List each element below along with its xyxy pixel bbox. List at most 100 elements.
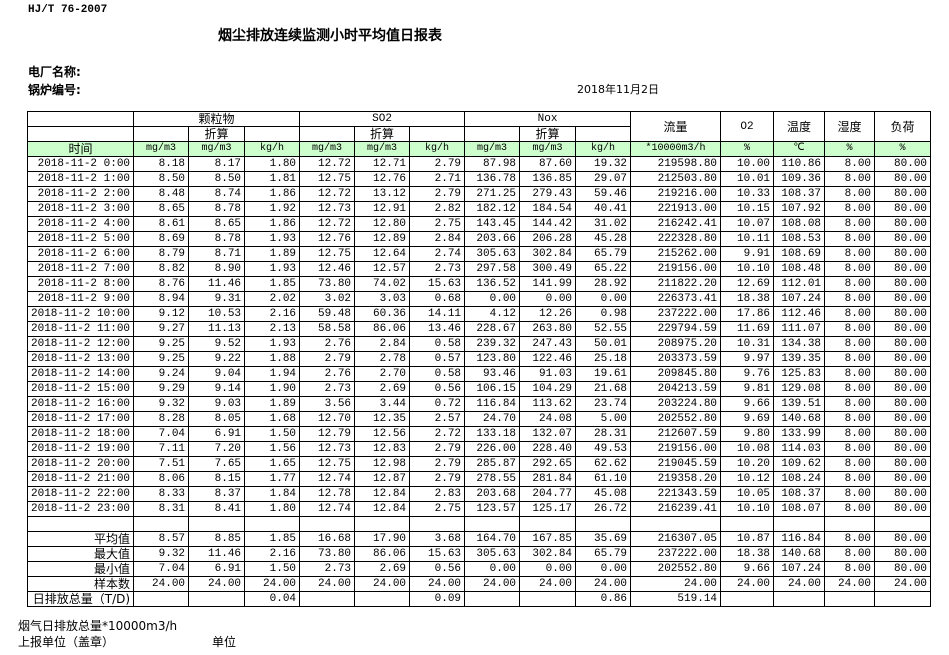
data-cell: 80.00 (874, 471, 932, 487)
unit-label: 单位 (212, 635, 237, 649)
row-label: 2018-11-2 7:00 (26, 261, 135, 277)
data-cell: 7.65 (188, 456, 246, 472)
data-cell: 4.12 (464, 306, 521, 322)
data-cell: 18.38 (720, 546, 775, 562)
data-cell: 108.69 (773, 246, 826, 262)
data-cell: 23.74 (575, 396, 632, 412)
data-cell: 2.79 (409, 156, 466, 172)
row-label: 样本数 (26, 576, 135, 592)
data-cell: 221913.00 (630, 201, 722, 217)
data-cell: 129.08 (773, 381, 826, 397)
data-cell: 8.00 (824, 171, 876, 187)
data-cell: 2.79 (409, 441, 466, 457)
data-cell: 12.78 (299, 486, 356, 502)
data-cell: 8.00 (824, 396, 876, 412)
unit-cell: kg/h (244, 141, 301, 157)
data-cell: 8.00 (824, 471, 876, 487)
group-so2: SO2 (299, 111, 466, 127)
data-cell: 65.79 (575, 246, 632, 262)
data-cell: 219156.00 (630, 441, 722, 457)
data-cell: 15.63 (409, 276, 466, 292)
data-cell: 10.12 (720, 471, 775, 487)
row-label: 2018-11-2 14:00 (26, 366, 135, 382)
table-row: 2018-11-2 13:00 9.25 9.22 1.88 2.79 2.78 0.57 1… (26, 351, 932, 367)
data-cell: 8.06 (133, 471, 190, 487)
data-cell: 0.00 (464, 561, 521, 577)
row-label: 2018-11-2 9:00 (26, 291, 135, 307)
data-cell: 10.10 (720, 261, 775, 277)
row-label: 最大值 (26, 546, 135, 562)
data-cell: 300.49 (519, 261, 577, 277)
standard-code: HJ/T 76-2007 (28, 4, 108, 16)
row-label: 2018-11-2 10:00 (26, 306, 135, 322)
data-cell: 25.18 (575, 351, 632, 367)
data-cell: 80.00 (874, 456, 932, 472)
row-label: 2018-11-2 4:00 (26, 216, 135, 232)
data-cell: 228.40 (519, 441, 577, 457)
data-cell: 140.68 (773, 411, 826, 427)
data-cell: 12.74 (299, 471, 356, 487)
data-cell: 8.85 (188, 531, 246, 547)
data-cell: 8.61 (133, 216, 190, 232)
data-cell: 12.87 (354, 471, 411, 487)
data-cell: 80.00 (874, 231, 932, 247)
table-row: 2018-11-2 15:00 9.29 9.14 1.90 2.73 2.69 0.56 1… (26, 381, 932, 397)
data-cell (464, 516, 521, 532)
data-cell: 219216.00 (630, 186, 722, 202)
data-cell: 2.79 (409, 186, 466, 202)
data-cell: 2.84 (354, 336, 411, 352)
data-cell: 9.32 (133, 546, 190, 562)
data-cell: 108.48 (773, 261, 826, 277)
data-cell: 8.18 (133, 156, 190, 172)
data-cell: 8.00 (824, 276, 876, 292)
data-cell: 80.00 (874, 351, 932, 367)
data-cell: 80.00 (874, 306, 932, 322)
header-temp: 温度 (773, 111, 826, 142)
data-cell: 7.51 (133, 456, 190, 472)
data-cell: 29.07 (575, 171, 632, 187)
data-cell: 10.87 (720, 531, 775, 547)
data-cell: 24.70 (464, 411, 521, 427)
data-cell: 1.80 (244, 156, 301, 172)
data-cell: 2.75 (409, 501, 466, 517)
data-cell: 8.65 (188, 216, 246, 232)
unit-cell: mg/m3 (299, 141, 356, 157)
row-label: 2018-11-2 15:00 (26, 381, 135, 397)
data-cell: 109.62 (773, 456, 826, 472)
data-cell: 80.00 (874, 411, 932, 427)
data-cell: 87.98 (464, 156, 521, 172)
data-cell: 226373.41 (630, 291, 722, 307)
data-cell: 11.13 (188, 321, 246, 337)
data-cell: 134.38 (773, 336, 826, 352)
data-cell: 62.62 (575, 456, 632, 472)
data-cell: 21.68 (575, 381, 632, 397)
data-cell: 12.69 (720, 276, 775, 292)
unit-cell: mg/m3 (133, 141, 190, 157)
data-cell: 6.91 (188, 426, 246, 442)
data-cell: 285.87 (464, 456, 521, 472)
data-cell: 8.00 (824, 486, 876, 502)
data-cell: 302.84 (519, 246, 577, 262)
table-row: 2018-11-2 10:00 9.12 10.53 2.16 59.48 60.36 14… (26, 306, 932, 322)
row-label: 2018-11-2 2:00 (26, 186, 135, 202)
data-cell: 9.91 (720, 246, 775, 262)
data-cell: 8.00 (824, 186, 876, 202)
row-label: 2018-11-2 1:00 (26, 171, 135, 187)
data-cell: 107.24 (773, 561, 826, 577)
data-cell: 18.38 (720, 291, 775, 307)
data-cell (354, 516, 411, 532)
data-cell: 2.79 (409, 456, 466, 472)
data-cell: 80.00 (874, 201, 932, 217)
data-cell: 216239.41 (630, 501, 722, 517)
data-cell: 35.69 (575, 531, 632, 547)
data-cell: 212607.59 (630, 426, 722, 442)
data-cell: 5.00 (575, 411, 632, 427)
plant-name-label: 电厂名称: (28, 65, 81, 79)
row-label: 2018-11-2 5:00 (26, 231, 135, 247)
summary-row: 最大值 9.32 11.46 2.16 73.80 86.06 15.63 305.63 302… (26, 546, 932, 562)
data-cell: 1.93 (244, 336, 301, 352)
data-cell: 8.00 (824, 366, 876, 382)
data-cell: 1.50 (244, 561, 301, 577)
data-cell: 9.24 (133, 366, 190, 382)
data-cell: 1.94 (244, 366, 301, 382)
